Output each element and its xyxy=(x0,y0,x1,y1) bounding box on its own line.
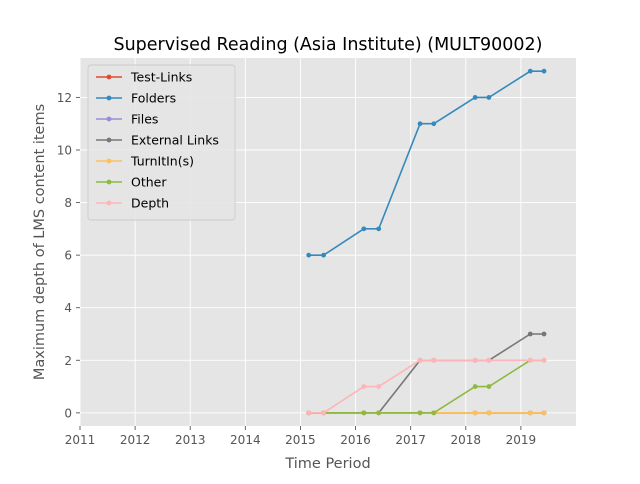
legend-label: Test-Links xyxy=(130,70,192,85)
series-depth xyxy=(306,357,547,416)
x-tick-label: 2018 xyxy=(451,433,482,447)
data-point xyxy=(376,384,382,389)
data-point xyxy=(306,410,312,416)
y-tick-label: 2 xyxy=(64,354,72,368)
y-tick-label: 10 xyxy=(57,144,72,158)
data-point xyxy=(486,410,492,416)
data-point xyxy=(306,252,312,258)
x-tick-label: 2013 xyxy=(175,433,206,447)
series-line xyxy=(308,359,545,414)
legend-swatch-marker xyxy=(106,137,112,143)
legend-label: External Links xyxy=(131,133,219,148)
data-point xyxy=(417,357,423,363)
data-point xyxy=(486,357,492,363)
data-point xyxy=(417,410,423,416)
y-tick-label: 0 xyxy=(64,406,72,420)
data-point xyxy=(431,121,437,127)
x-tick-label: 2012 xyxy=(120,433,151,447)
legend-swatch-marker xyxy=(106,179,112,185)
legend-item: Depth xyxy=(96,196,169,211)
legend-box xyxy=(87,64,236,221)
data-point xyxy=(472,410,478,416)
legend-label: Files xyxy=(131,112,158,127)
legend-label: TurnItIn(s) xyxy=(130,154,194,169)
legend-label: Other xyxy=(131,175,167,190)
data-point xyxy=(541,357,547,363)
legend-item: TurnItIn(s) xyxy=(96,154,194,169)
legend-item: External Links xyxy=(96,133,219,148)
x-axis-label: Time Period xyxy=(284,456,370,472)
data-point xyxy=(472,384,478,389)
x-axis-ticks: 2011 2012 2013 2014 2015 2016 2017 2018 2019 xyxy=(65,426,536,447)
legend-item: Files xyxy=(96,112,158,127)
data-point xyxy=(527,410,533,416)
x-tick-label: 2019 xyxy=(506,433,537,447)
legend-swatch-marker xyxy=(106,116,112,122)
data-point xyxy=(527,68,533,74)
data-point xyxy=(431,410,437,416)
data-point xyxy=(361,384,367,389)
legend-swatch-marker xyxy=(106,74,112,80)
y-tick-label: 8 xyxy=(64,196,72,210)
y-tick-label: 4 xyxy=(64,301,72,315)
series-lines xyxy=(306,68,547,416)
data-point xyxy=(472,357,478,363)
legend-label: Depth xyxy=(131,196,169,211)
legend-item: Folders xyxy=(96,91,176,106)
x-tick-label: 2016 xyxy=(340,433,371,447)
series-line xyxy=(308,359,545,414)
chart-title: Supervised Reading (Asia Institute) (MUL… xyxy=(113,35,542,55)
legend: Test-Links Folders Files External Links Turn… xyxy=(87,64,236,221)
y-axis-label: Maximum depth of LMS content items xyxy=(32,104,48,380)
x-tick-label: 2015 xyxy=(285,433,316,447)
data-point xyxy=(321,252,326,258)
data-point xyxy=(541,331,547,337)
data-point xyxy=(486,384,492,389)
data-point xyxy=(527,331,533,337)
x-tick-label: 2011 xyxy=(65,433,96,447)
legend-item: Other xyxy=(96,175,167,190)
y-tick-label: 6 xyxy=(64,249,72,263)
y-axis-ticks: 0 2 4 6 8 10 12 xyxy=(57,91,80,420)
legend-swatch-marker xyxy=(106,95,112,101)
data-point xyxy=(376,410,382,416)
legend-swatch-marker xyxy=(106,200,112,206)
data-point xyxy=(361,410,367,416)
y-tick-label: 12 xyxy=(57,91,72,105)
data-point xyxy=(376,226,382,232)
data-point xyxy=(321,410,326,416)
data-point xyxy=(541,68,547,74)
data-point xyxy=(417,121,423,127)
legend-item: Test-Links xyxy=(96,70,192,85)
data-point xyxy=(431,357,437,363)
x-tick-label: 2017 xyxy=(395,433,426,447)
legend-label: Folders xyxy=(131,91,176,106)
data-point xyxy=(361,226,367,232)
data-point xyxy=(472,95,478,100)
data-point xyxy=(486,95,492,100)
series-line xyxy=(308,70,545,256)
series-folders xyxy=(306,68,547,258)
data-point xyxy=(527,357,533,363)
x-tick-label: 2014 xyxy=(230,433,261,447)
legend-swatch-marker xyxy=(106,158,112,164)
data-point xyxy=(541,410,547,416)
